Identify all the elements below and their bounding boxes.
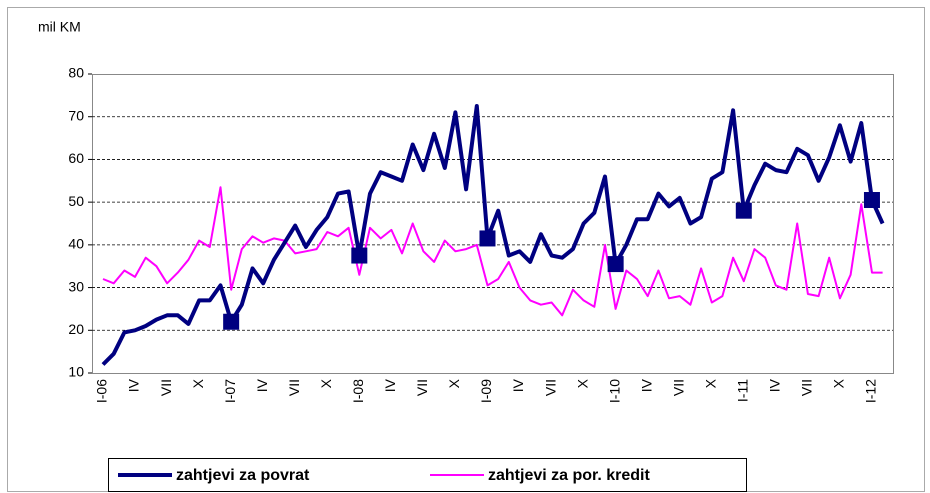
x-tick-label: IV bbox=[254, 378, 270, 392]
y-tick-label: 80 bbox=[68, 65, 84, 81]
y-tick-label: 60 bbox=[68, 150, 84, 166]
x-tick-label: I-11 bbox=[735, 379, 751, 402]
legend-label: zahtjevi za por. kredit bbox=[488, 467, 651, 484]
y-tick-label: 40 bbox=[68, 236, 84, 252]
x-tick-label: I-10 bbox=[606, 379, 622, 403]
x-tick-label: IV bbox=[382, 378, 398, 392]
y-tick-label: 70 bbox=[68, 107, 84, 123]
x-tick-label: IV bbox=[510, 378, 526, 392]
y-tick-label: 50 bbox=[68, 193, 84, 209]
point-marker bbox=[735, 202, 752, 219]
x-tick-label: I-08 bbox=[350, 379, 366, 403]
point-marker bbox=[863, 192, 880, 209]
x-tick-label: X bbox=[318, 378, 334, 388]
x-tick-label: X bbox=[446, 378, 462, 388]
x-tick-label: VII bbox=[158, 379, 174, 396]
x-tick-label: VII bbox=[670, 379, 686, 396]
x-tick-label: I-12 bbox=[863, 379, 879, 403]
y-axis-label: mil KM bbox=[38, 19, 81, 35]
x-tick-label: IV bbox=[638, 378, 654, 392]
point-marker bbox=[607, 256, 624, 273]
legend-label: zahtjevi za povrat bbox=[176, 467, 310, 484]
x-tick-label: I-06 bbox=[94, 379, 110, 403]
x-tick-label: X bbox=[574, 378, 590, 388]
series-line bbox=[102, 186, 883, 317]
y-tick-label: 10 bbox=[68, 364, 84, 380]
x-tick-label: VII bbox=[286, 379, 302, 396]
x-tick-label: I-09 bbox=[478, 379, 494, 403]
x-tick-label: X bbox=[190, 378, 206, 388]
x-tick-label: X bbox=[831, 378, 847, 388]
y-tick-label: 30 bbox=[68, 278, 84, 294]
x-tick-label: IV bbox=[767, 378, 783, 392]
x-tick-label: VII bbox=[414, 379, 430, 396]
point-marker bbox=[223, 313, 240, 330]
x-tick-label: VII bbox=[799, 379, 815, 396]
point-marker bbox=[479, 230, 496, 247]
plot-frame bbox=[92, 74, 894, 374]
point-marker bbox=[351, 247, 368, 264]
x-tick-label: IV bbox=[126, 378, 142, 392]
x-tick-label: I-07 bbox=[222, 379, 238, 403]
x-tick-label: VII bbox=[542, 379, 558, 396]
legend bbox=[108, 458, 747, 492]
x-tick-label: X bbox=[702, 378, 718, 388]
y-tick-label: 20 bbox=[68, 321, 84, 337]
